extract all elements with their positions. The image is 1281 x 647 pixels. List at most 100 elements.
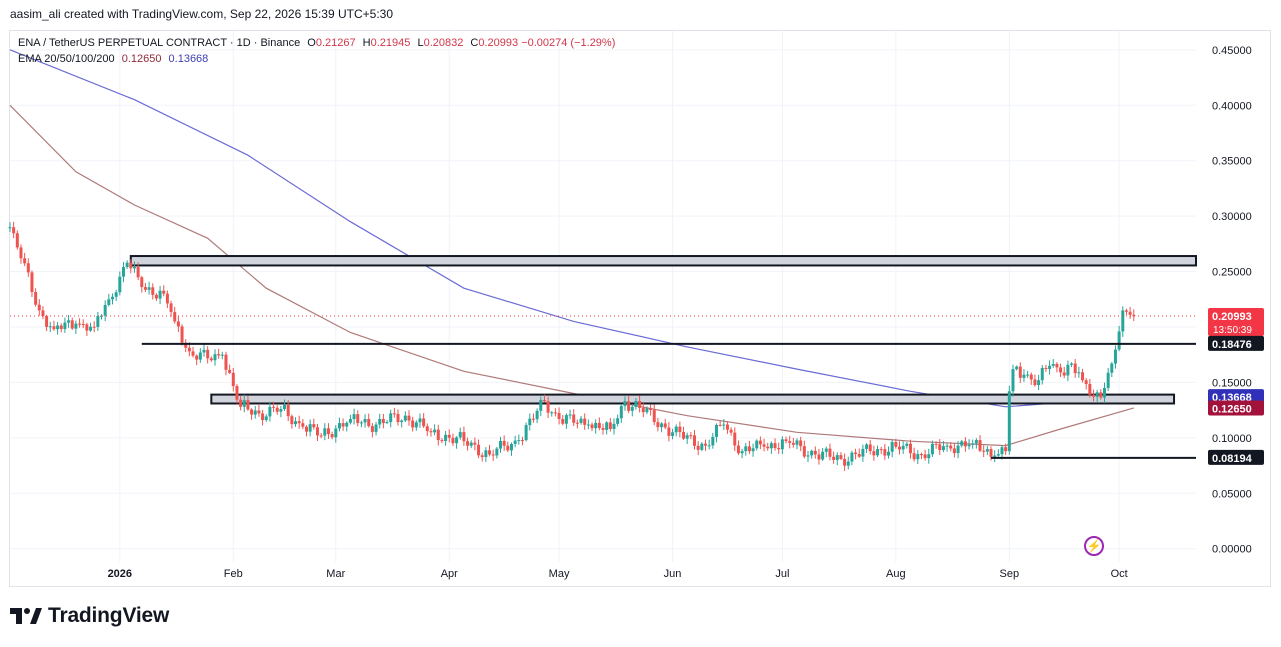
candle [389, 409, 393, 428]
candle [1124, 308, 1128, 316]
candle [378, 413, 382, 429]
candle [846, 456, 850, 470]
candle [261, 409, 265, 426]
candle [773, 438, 777, 451]
candle-body [414, 422, 418, 428]
close-value: 0.20993 [478, 37, 519, 49]
candle-body [396, 413, 400, 423]
candle [250, 408, 254, 420]
candle-body [645, 408, 649, 413]
candle-body [553, 412, 557, 414]
candle-body [766, 446, 770, 449]
candle [81, 319, 85, 329]
candle-body [305, 426, 308, 432]
candle-body [898, 446, 901, 450]
candle-body [682, 432, 686, 439]
candle-body [1022, 374, 1026, 378]
candle [513, 435, 517, 448]
candle [916, 449, 920, 465]
candle [257, 405, 261, 417]
candle-body [125, 262, 129, 268]
candle-body [846, 461, 850, 466]
candle [758, 436, 762, 450]
candle [103, 300, 107, 322]
candle-body [444, 434, 448, 441]
candle [854, 448, 858, 460]
ema-value-a: 0.12650 [121, 53, 162, 65]
candle [228, 364, 232, 375]
candle-body [1007, 391, 1011, 452]
candle-body [923, 454, 927, 459]
candle-body [381, 418, 385, 424]
candle [118, 271, 122, 296]
candle [733, 427, 737, 452]
candle-body [634, 401, 638, 407]
candle [107, 293, 111, 307]
candle [272, 401, 276, 413]
candle-body [718, 424, 722, 426]
candle-body [264, 416, 268, 421]
candle [671, 428, 675, 440]
candle-body [872, 451, 876, 456]
candle-body [231, 372, 235, 387]
symbol-title[interactable]: ENA / TetherUS PERPETUAL CONTRACT · 1D ·… [18, 37, 301, 49]
candle-body [1095, 392, 1099, 397]
candle-body [832, 456, 836, 460]
candle-body [1062, 372, 1066, 376]
candle-body [985, 449, 989, 452]
low-label: L [417, 37, 424, 49]
candle [535, 408, 539, 423]
candle-body [1044, 367, 1048, 369]
brand[interactable]: TradingView [10, 604, 169, 628]
lightning-icon[interactable]: ⚡ [1084, 536, 1104, 556]
candle [542, 394, 546, 403]
candle [279, 405, 283, 418]
candle-body [370, 426, 374, 432]
candle-body [1073, 363, 1077, 374]
candle [1037, 374, 1041, 391]
candle [938, 439, 942, 455]
candle [912, 447, 916, 462]
candle-body [473, 442, 477, 445]
candle-body [136, 267, 140, 278]
candle [1004, 443, 1008, 455]
candle-body [1004, 447, 1008, 452]
candle-body [286, 404, 290, 417]
candle [1110, 361, 1114, 377]
candle-body [312, 424, 316, 428]
horizontal-levels [10, 315, 1196, 459]
candle-body [839, 455, 843, 459]
tradingview-logo-icon [10, 608, 42, 624]
candle [209, 356, 213, 362]
candle [283, 399, 287, 412]
candle [1095, 389, 1099, 402]
candle [1088, 378, 1092, 398]
candle [634, 398, 638, 410]
ema-label[interactable]: EMA 20/50/100/200 [18, 53, 115, 65]
change-value: −0.00274 (−1.29%) [521, 37, 616, 49]
candle-body [176, 321, 180, 327]
candle [499, 436, 503, 453]
candle [158, 285, 162, 305]
candle-body [389, 413, 393, 423]
candle [978, 435, 982, 453]
candle [894, 438, 898, 449]
candle [722, 419, 726, 431]
candle [202, 344, 206, 357]
candle-body [1084, 380, 1088, 384]
candle [224, 351, 228, 376]
candle-body [616, 418, 620, 424]
y-tick-label: 0.40000 [1212, 100, 1252, 112]
created-with-text: aasim_ali created with TradingView.com, … [10, 7, 394, 21]
candle-body [854, 452, 858, 455]
candle [1018, 362, 1022, 384]
candle [458, 427, 462, 440]
candle-body [34, 292, 38, 305]
candle-body [275, 407, 279, 412]
candle [608, 418, 612, 432]
candle [85, 322, 89, 336]
candle-body [835, 455, 839, 460]
candle-body [187, 347, 191, 352]
candle-body [828, 448, 832, 457]
